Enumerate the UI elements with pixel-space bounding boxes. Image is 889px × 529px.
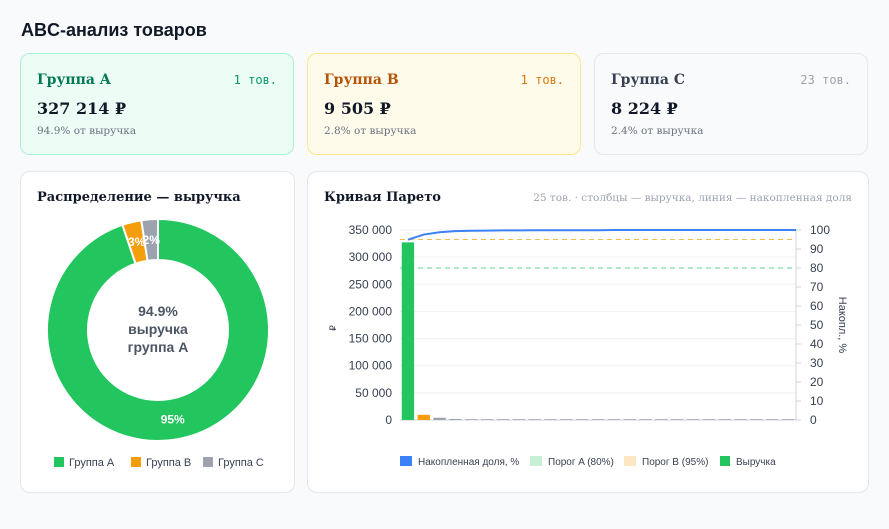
- y2-axis-title: Накопл., %: [836, 297, 848, 354]
- group-b-count: 1 тов.: [520, 73, 564, 87]
- pareto-card: Кривая Парето 25 тов. · столбцы — выручк…: [307, 171, 869, 493]
- y-tick-label-0: 0: [385, 413, 392, 427]
- pie-legend-item-1: Группа A: [54, 457, 115, 469]
- group-c-value: 8 224 ₽: [611, 99, 678, 118]
- donut-chart: 95% 3%2% 94.9% выручка группа A Группа A Групп…: [46, 217, 270, 469]
- bar-6: [480, 419, 494, 420]
- y-axis-title: ₽: [328, 325, 338, 331]
- group-a-value: 327 214 ₽: [37, 99, 127, 118]
- bar-2: [417, 414, 430, 420]
- y-tick-label-4: 200 000: [349, 304, 393, 318]
- bar-22: [734, 419, 747, 420]
- bar-15: [623, 419, 636, 420]
- pie-legend-item-3: Группа C: [203, 457, 264, 469]
- y-tick-label-3: 150 000: [349, 332, 393, 346]
- bar-12: [575, 419, 589, 420]
- bar-7: [496, 419, 510, 420]
- group-c-share: 2.4% от выручка: [611, 125, 704, 137]
- pareto-legend-swatch-4: [720, 456, 730, 466]
- pie-slice-label-3: 2%: [143, 233, 161, 247]
- pareto-legend-item-1: Накопленная доля, %: [400, 456, 519, 468]
- bar-3: [433, 417, 446, 420]
- bar-23: [750, 419, 763, 420]
- bar-21: [718, 419, 731, 420]
- bar-9: [528, 419, 541, 420]
- y-tick-label-1: 50 000: [355, 386, 392, 400]
- bar-24: [766, 419, 779, 420]
- bar-19: [686, 419, 700, 420]
- group-b-value: 9 505 ₽: [324, 99, 391, 118]
- group-b-name: Группа B: [324, 72, 399, 88]
- bar-5: [465, 419, 478, 420]
- pareto-chart: 0 50 000 100 000 150 000 200 000 250 000 300 0…: [328, 223, 848, 468]
- y-tick-label-2: 100 000: [349, 359, 393, 373]
- pie-legend-label-3: Группа C: [218, 457, 264, 469]
- pareto-legend-item-4: Выручка: [720, 456, 776, 468]
- bar-14: [607, 419, 621, 420]
- pie-center-line-1: 94.9%: [138, 303, 178, 319]
- bar-11: [560, 419, 573, 420]
- pie-slice-label-2: 3%: [128, 235, 146, 249]
- bar-16: [639, 419, 652, 420]
- group-c-count: 23 тов.: [800, 73, 851, 87]
- group-a-name: Группа A: [37, 72, 111, 88]
- y2-tick-label-9: 90: [810, 242, 824, 256]
- distribution-card: Распределение — выручка 95% 3% 2% 94.9% выру…: [20, 171, 295, 493]
- page-title: ABC-анализ товаров: [21, 20, 207, 40]
- pareto-legend-item-2: Порог A (80%): [530, 456, 614, 468]
- bar-18: [671, 419, 684, 420]
- pie-center-line-3: группа A: [128, 339, 189, 355]
- pie-slice-label-1: 95%: [161, 412, 185, 426]
- y2-tick-label-1: 10: [810, 394, 824, 408]
- y-tick-label-5: 250 000: [349, 277, 393, 291]
- group-b-share: 2.8% от выручка: [324, 125, 417, 137]
- pareto-legend-item-3: Порог B (95%): [624, 456, 708, 468]
- y2-tick-label-6: 60: [810, 299, 824, 313]
- pareto-legend-swatch-2: [530, 456, 542, 466]
- pie-legend-swatch-1: [54, 457, 64, 467]
- y2-tick-label-7: 70: [810, 280, 824, 294]
- pie-slice-1: [46, 217, 270, 442]
- pie-legend-swatch-2: [131, 457, 141, 467]
- pareto-legend-label-1: Накопленная доля, %: [418, 457, 519, 468]
- pie-legend-swatch-3: [203, 457, 213, 467]
- pie-center-line-2: выручка: [128, 321, 188, 337]
- y2-tick-label-5: 50: [810, 318, 824, 332]
- bar-25: [781, 419, 795, 420]
- pareto-legend-label-2: Порог A (80%): [548, 457, 614, 468]
- y-tick-label-6: 300 000: [349, 250, 393, 264]
- group-a-count: 1 тов.: [233, 73, 277, 87]
- pie-legend-label-2: Группа B: [146, 457, 191, 469]
- bar-13: [591, 419, 605, 420]
- pareto-legend-label-4: Выручка: [736, 457, 776, 468]
- distribution-title: Распределение — выручка: [37, 190, 241, 205]
- y2-tick-label-2: 20: [810, 375, 824, 389]
- group-c-name: Группа C: [611, 72, 685, 88]
- pie-legend-label-1: Группа A: [69, 457, 115, 469]
- y-tick-label-7: 350 000: [349, 223, 393, 237]
- pareto-title: Кривая Парето: [324, 190, 441, 205]
- pie-legend-item-2: Группа B: [131, 457, 191, 469]
- pareto-subtitle: 25 тов. · столбцы — выручка, линия — нак…: [533, 192, 852, 204]
- y2-tick-label-0: 0: [810, 413, 817, 427]
- y2-tick-label-8: 80: [810, 261, 824, 275]
- bar-20: [702, 419, 716, 420]
- y2-tick-label-3: 30: [810, 356, 824, 370]
- y2-tick-label-4: 40: [810, 337, 824, 351]
- group-b-card[interactable]: Группа B 1 тов. 9 505 ₽ 2.8% от выручка: [307, 53, 581, 155]
- pareto-legend-swatch-1: [400, 456, 412, 466]
- pareto-legend-label-3: Порог B (95%): [642, 457, 708, 468]
- bar-10: [544, 419, 557, 420]
- pareto-legend-swatch-3: [624, 456, 636, 466]
- bar-1: [401, 242, 415, 420]
- bar-8: [512, 419, 525, 420]
- cumulative-line: [407, 229, 796, 241]
- bar-17: [655, 419, 668, 420]
- group-c-card[interactable]: Группа C 23 тов. 8 224 ₽ 2.4% от выручка: [594, 53, 868, 155]
- group-a-card[interactable]: Группа A 1 тов. 327 214 ₽ 94.9% от выруч…: [20, 53, 294, 155]
- group-a-share: 94.9% от выручка: [37, 125, 137, 137]
- bar-4: [449, 418, 462, 420]
- y2-tick-label-10: 100: [810, 223, 830, 237]
- pie-slice-3: [140, 217, 159, 262]
